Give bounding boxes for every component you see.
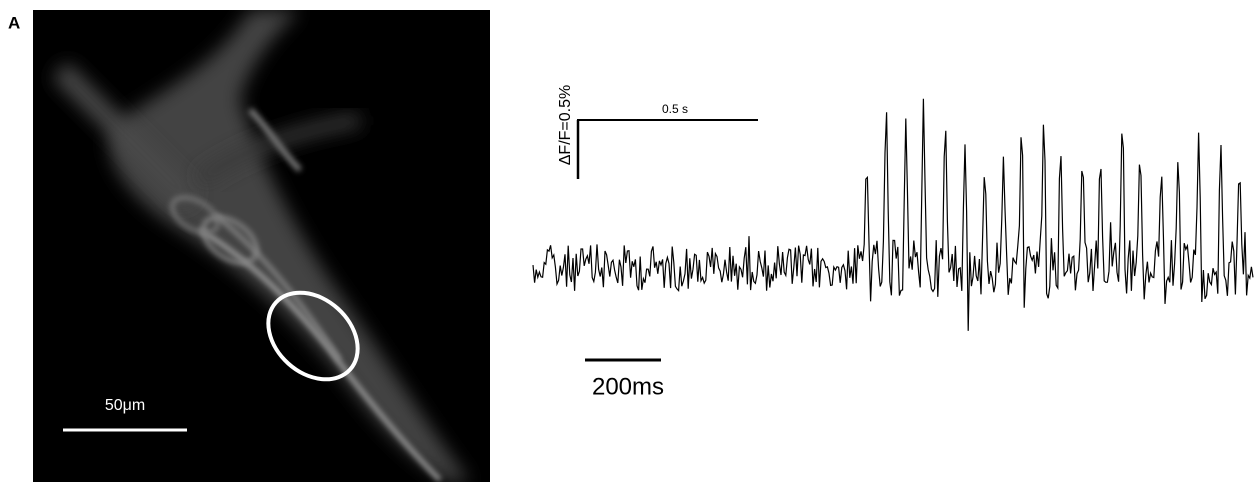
cell (52, 10, 470, 482)
lower-time-scale-label: 200ms (592, 373, 664, 400)
fluorescence-trace (532, 98, 1254, 331)
micrograph: 50μm (33, 10, 490, 482)
roi-outline (266, 290, 360, 382)
amplitude-scale-label: ΔF/F=0.5% (557, 85, 574, 166)
image-scale-label: 50μm (105, 397, 145, 414)
time-scale-label: 0.5 s (662, 102, 688, 116)
trace-panel: 0.5 s ΔF/F=0.5% 200ms (532, 85, 1254, 400)
panel-label: A (8, 13, 20, 32)
